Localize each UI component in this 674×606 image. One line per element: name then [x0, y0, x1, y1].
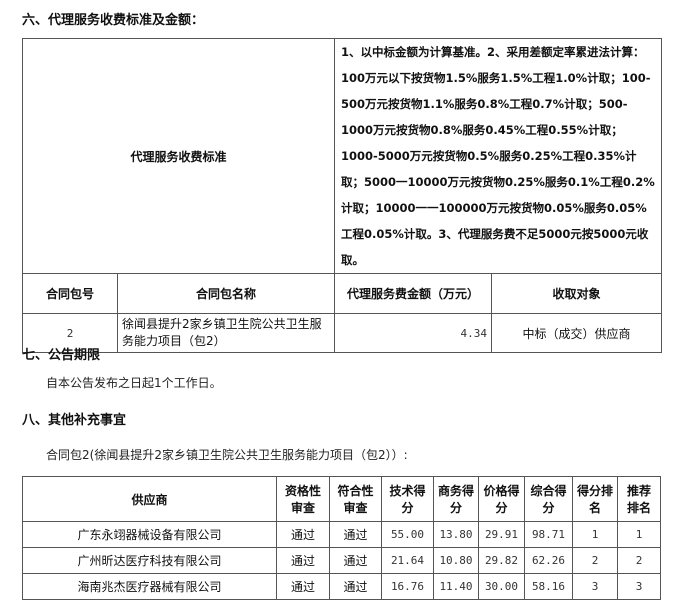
table-row: 2 徐闻县提升2家乡镇卫生院公共卫生服务能力项目（包2） 4.34 中标（成交）…: [22, 313, 663, 353]
recommend-rank: 2: [617, 547, 661, 574]
header-recommend-rank: 推荐排名: [617, 476, 661, 522]
header-payer: 收取对象: [491, 273, 663, 314]
business-score: 13.80: [433, 521, 479, 548]
payer: 中标（成交）供应商: [491, 313, 663, 353]
header-package-name: 合同包名称: [116, 273, 336, 314]
fee-amount: 4.34: [334, 313, 493, 353]
recommend-rank: 3: [617, 573, 661, 600]
section7-text: 自本公告发布之日起1个工作日。: [46, 376, 222, 390]
compliance-review: 通过: [329, 521, 382, 548]
score-table: 供应商 资格性审查 符合性审查 技术得分 商务得分 价格得分 综合得分 得分排名 推荐排名 广东…: [22, 476, 661, 600]
qualification-review: 通过: [276, 547, 330, 574]
header-package-no: 合同包号: [22, 273, 118, 314]
compliance-review: 通过: [329, 547, 382, 574]
header-compliance-review: 符合性审查: [329, 476, 382, 522]
price-score: 30.00: [478, 573, 525, 600]
section7-title: 七、公告期限: [22, 348, 101, 363]
header-fee-amount: 代理服务费金额（万元）: [334, 273, 493, 314]
qualification-review: 通过: [276, 521, 330, 548]
price-score: 29.91: [478, 521, 525, 548]
price-score: 29.82: [478, 547, 525, 574]
business-score: 10.80: [433, 547, 479, 574]
package-no: 2: [22, 313, 118, 353]
score-rank: 1: [572, 521, 618, 548]
header-price-score: 价格得分: [478, 476, 525, 522]
section6-title: 六、代理服务收费标准及金额：: [22, 13, 205, 28]
section8-intro: 合同包2(徐闻县提升2家乡镇卫生院公共卫生服务能力项目（包2））:: [46, 448, 408, 462]
table-row: 广州昕达医疗科技有限公司 通过 通过 21.64 10.80 29.82 62.26 2 2: [22, 547, 661, 574]
tech-score: 16.76: [381, 573, 434, 600]
business-score: 11.40: [433, 573, 479, 600]
fee-table: 代理服务收费标准 1、以中标金额为计算基准。2、采用差额定率累进法计算：100万…: [21, 38, 663, 353]
header-total-score: 综合得分: [524, 476, 573, 522]
score-rank: 2: [572, 547, 618, 574]
header-business-score: 商务得分: [433, 476, 479, 522]
total-score: 58.16: [524, 573, 573, 600]
recommend-rank: 1: [617, 521, 661, 548]
fee-label: 代理服务收费标准: [21, 38, 336, 274]
tech-score: 21.64: [381, 547, 434, 574]
total-score: 62.26: [524, 547, 573, 574]
table-row: 海南兆杰医疗器械有限公司 通过 通过 16.76 11.40 30.00 58.16 3 3: [22, 573, 661, 600]
package-name: 徐闻县提升2家乡镇卫生院公共卫生服务能力项目（包2）: [116, 313, 336, 353]
header-tech-score: 技术得分: [381, 476, 434, 522]
compliance-review: 通过: [329, 573, 382, 600]
total-score: 98.71: [524, 521, 573, 548]
tech-score: 55.00: [381, 521, 434, 548]
table-row: 广东永翊器械设备有限公司 通过 通过 55.00 13.80 29.91 98.71 1 1: [22, 521, 661, 548]
fee-rule: 1、以中标金额为计算基准。2、采用差额定率累进法计算：100万元以下按货物1.5…: [334, 38, 663, 274]
qualification-review: 通过: [276, 573, 330, 600]
header-score-rank: 得分排名: [572, 476, 618, 522]
header-qualification-review: 资格性审查: [276, 476, 330, 522]
section8-title: 八、其他补充事宜: [22, 413, 127, 428]
supplier: 广东永翊器械设备有限公司: [22, 521, 277, 548]
header-supplier: 供应商: [22, 476, 277, 522]
score-rank: 3: [572, 573, 618, 600]
supplier: 广州昕达医疗科技有限公司: [22, 547, 277, 574]
supplier: 海南兆杰医疗器械有限公司: [22, 573, 277, 600]
